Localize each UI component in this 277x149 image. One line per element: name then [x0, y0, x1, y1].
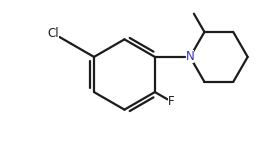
Text: Cl: Cl: [47, 27, 59, 40]
Text: F: F: [168, 95, 175, 108]
Text: N: N: [186, 50, 194, 63]
